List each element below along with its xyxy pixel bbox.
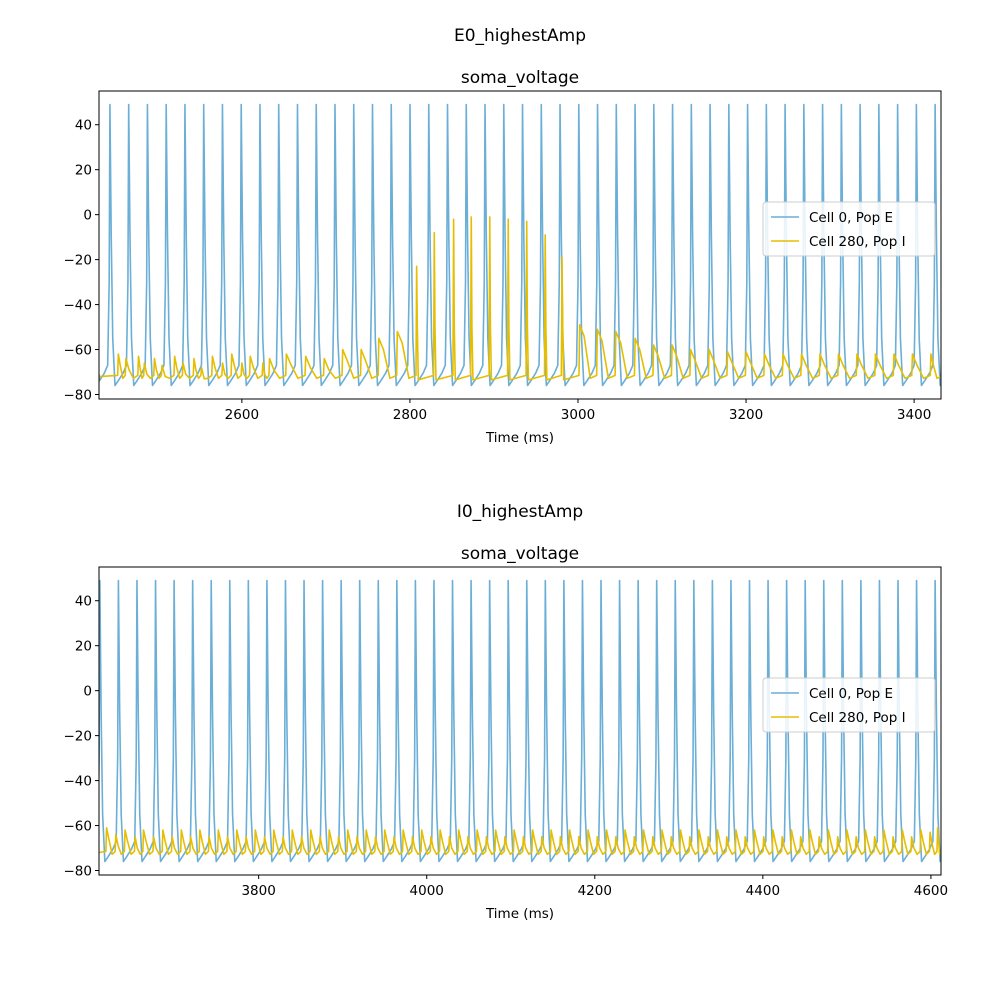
x-tick-label: 4200	[578, 883, 612, 899]
plot-title: soma_voltage	[461, 544, 579, 564]
y-tick-label: 40	[75, 118, 92, 134]
legend-box	[762, 201, 936, 257]
y-tick-label: −80	[64, 388, 93, 404]
x-tick-label: 4400	[746, 883, 780, 899]
x-tick-label: 3800	[241, 883, 275, 899]
y-tick-label: 40	[75, 594, 92, 610]
figure-suptitle: E0_highestAmp	[454, 26, 586, 46]
axes-frame	[98, 90, 942, 400]
series-line-cell-280-pop-i	[99, 826, 941, 856]
y-tick-label: −20	[64, 253, 93, 269]
chart-panel-1: I0_highestAmp soma_voltage 40 20 0 −20 −40 −60 −…	[64, 502, 949, 922]
axes-frame	[98, 566, 942, 876]
legend-label: Cell 280, Pop I	[809, 710, 906, 726]
figure-suptitle: I0_highestAmp	[457, 502, 583, 522]
series-line-cell-280-pop-i	[99, 216, 941, 381]
x-tick-label: 4000	[410, 883, 444, 899]
y-tick-label: −40	[64, 774, 93, 790]
y-tick-label: −80	[64, 864, 93, 880]
y-tick-label: 20	[75, 163, 92, 179]
chart-panel-0: E0_highestAmp soma_voltage 40 20 0 −20 −40 −60 −…	[64, 26, 942, 446]
series-line-cell-0-pop-e	[99, 579, 941, 863]
plot-area	[99, 103, 941, 387]
legend-box	[762, 677, 936, 733]
x-tick-label: 2600	[225, 407, 259, 423]
x-tick-label: 3200	[729, 407, 763, 423]
legend: Cell 0, Pop E Cell 280, Pop I	[762, 677, 936, 733]
y-tick-label: 0	[83, 208, 92, 224]
y-tick-label: −60	[64, 343, 93, 359]
plot-area	[99, 579, 941, 863]
y-tick-label: −20	[64, 729, 93, 745]
plot-title: soma_voltage	[461, 68, 579, 88]
x-axis-label: Time (ms)	[485, 906, 554, 922]
y-tick-label: −60	[64, 819, 93, 835]
x-tick-label: 4600	[914, 883, 948, 899]
x-tick-label: 3000	[561, 407, 595, 423]
y-tick-label: −40	[64, 298, 93, 314]
legend-label: Cell 0, Pop E	[809, 686, 893, 702]
legend-label: Cell 0, Pop E	[809, 210, 893, 226]
y-tick-label: 20	[75, 639, 92, 655]
x-axis-label: Time (ms)	[485, 430, 554, 446]
x-tick-label: 2800	[393, 407, 427, 423]
series-line-cell-0-pop-e	[99, 103, 941, 387]
legend-label: Cell 280, Pop I	[809, 234, 906, 250]
y-tick-label: 0	[83, 684, 92, 700]
x-tick-label: 3400	[897, 407, 931, 423]
legend: Cell 0, Pop E Cell 280, Pop I	[762, 201, 936, 257]
